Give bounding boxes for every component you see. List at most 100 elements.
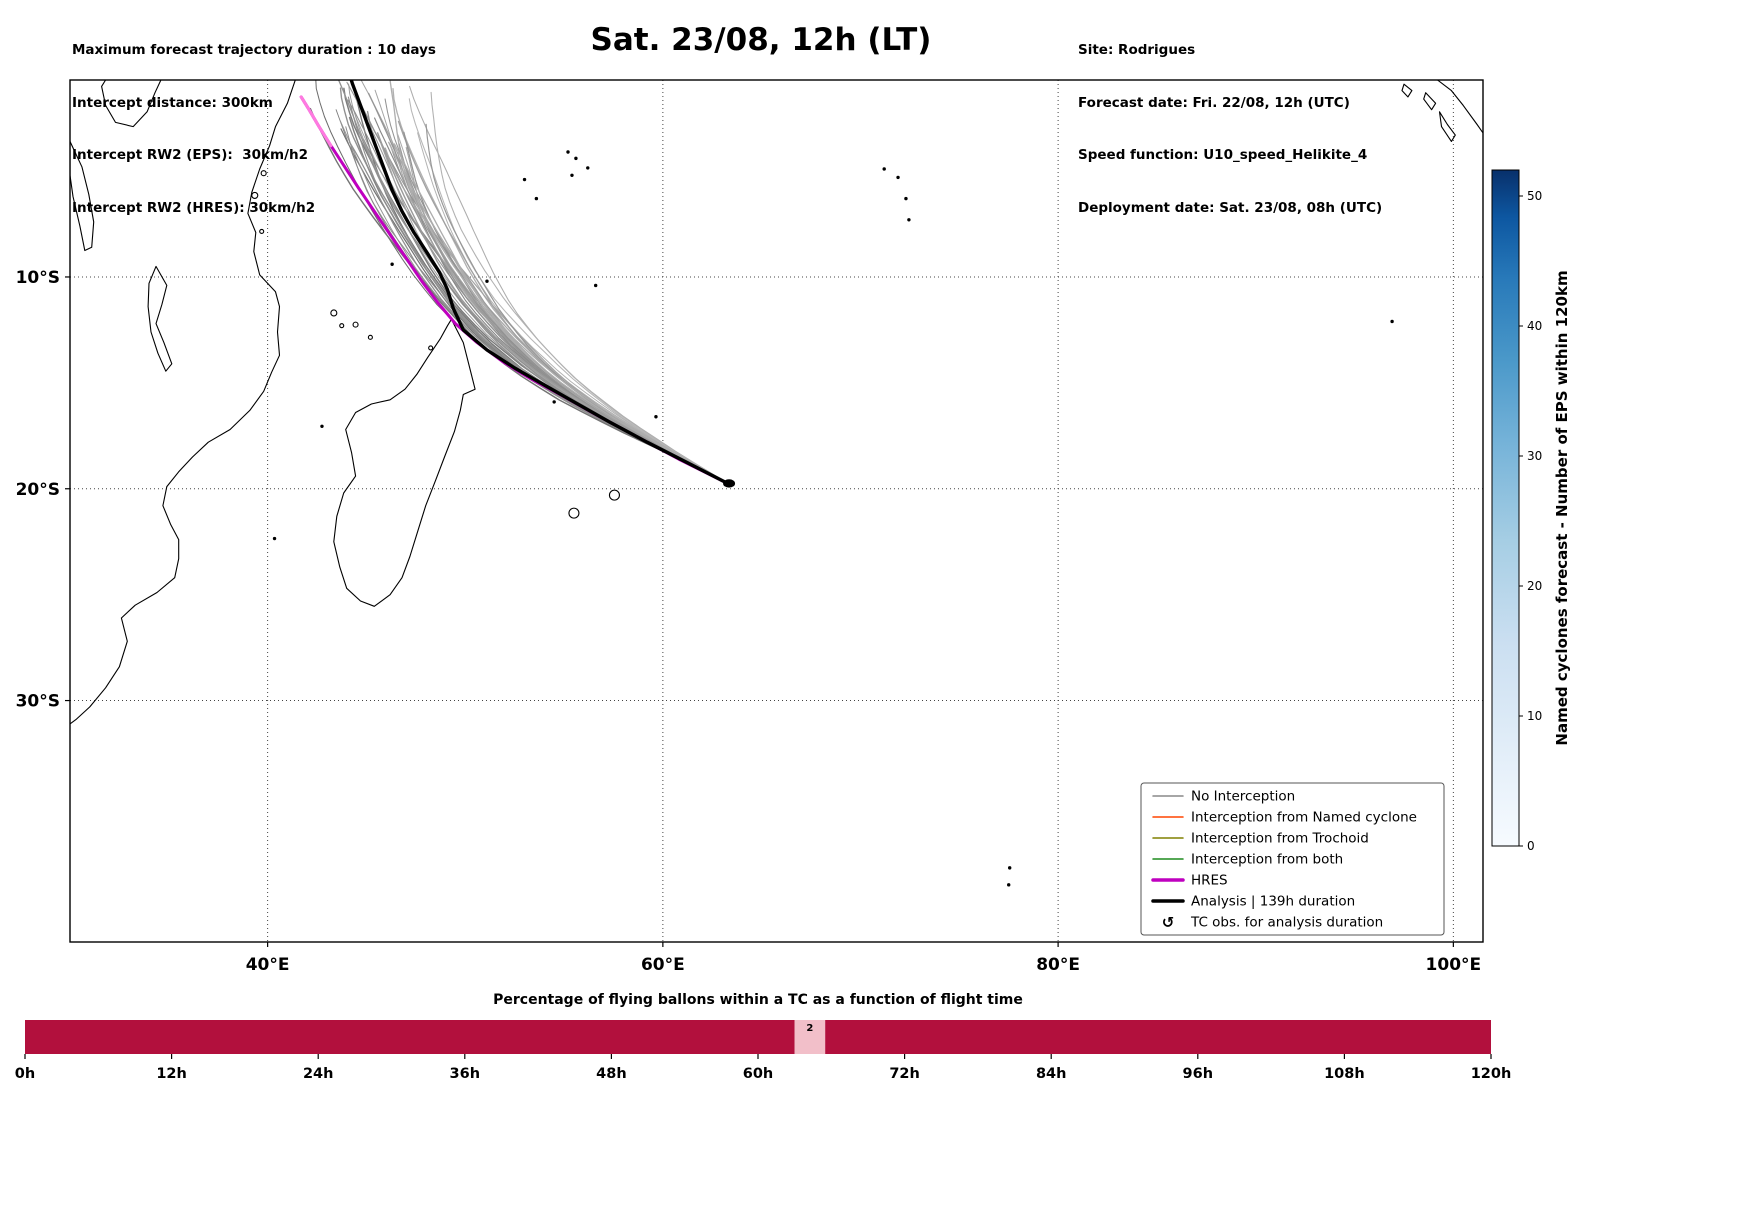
colorbar-tick-label: 20	[1527, 579, 1542, 593]
ensemble-trajectory	[376, 132, 730, 485]
island-dot	[1007, 883, 1011, 887]
bottom-tick-label: 96h	[1183, 1066, 1214, 1082]
colorbar-tick-label: 0	[1527, 839, 1535, 853]
ensemble-trajectory	[388, 141, 730, 485]
bottom-tick-label: 120h	[1471, 1066, 1512, 1082]
colorbar-tick-label: 40	[1527, 319, 1542, 333]
bottom-tick-label: 36h	[450, 1066, 481, 1082]
ensemble-trajectory	[430, 91, 730, 485]
page-title: Sat. 23/08, 12h (LT)	[590, 22, 932, 58]
x-tick-label: 80°E	[1036, 955, 1080, 975]
annotation-line: Deployment date: Sat. 23/08, 08h (UTC)	[1078, 199, 1383, 216]
bottom-tick-label: 12h	[156, 1066, 187, 1082]
island-outline	[367, 334, 373, 340]
island-dot	[534, 196, 539, 201]
map-gridlines: 40°E 60°E 80°E 100°E 10°S 20°S 30°S	[16, 80, 1483, 975]
island-dot	[485, 279, 489, 283]
annotation-line: Intercept RW2 (HRES): 30km/h2	[72, 199, 316, 216]
ensemble-trajectory	[384, 98, 730, 485]
island-dot	[896, 175, 900, 180]
small-island-outline	[1423, 92, 1437, 111]
island-dot	[320, 424, 324, 428]
island-dot	[904, 196, 908, 201]
main-trajectories	[299, 80, 736, 488]
x-tick-label: 100°E	[1426, 955, 1482, 975]
bar-segment	[25, 1020, 795, 1054]
sumatra-coastline	[1437, 80, 1483, 134]
island-dot	[1007, 866, 1012, 870]
colorbar-tick-label: 30	[1527, 449, 1542, 463]
y-tick-label: 30°S	[16, 692, 60, 712]
ensemble-trajectory	[389, 80, 730, 485]
bottom-chart-title: Percentage of flying ballons within a TC…	[493, 992, 1023, 1008]
island-dot	[586, 166, 590, 170]
legend-label: Interception from Trochoid	[1191, 831, 1369, 847]
ensemble-trajectory	[309, 107, 730, 485]
island-outline	[251, 191, 259, 199]
annotation-line: Intercept distance: 300km	[72, 94, 273, 111]
y-tick-label: 20°S	[16, 480, 60, 500]
colorbar-tick-label: 50	[1527, 189, 1542, 203]
annotation-line: Speed function: U10_speed_Helikite_4	[1078, 147, 1368, 163]
ensemble-trajectory	[409, 85, 730, 485]
island-dot	[882, 167, 886, 171]
colorbar-label: Named cyclones forecast - Number of EPS …	[1553, 270, 1571, 745]
island-dot	[907, 218, 911, 222]
island-outline	[260, 170, 267, 177]
bottom-tick-label: 84h	[1036, 1066, 1067, 1082]
ensemble-trajectory	[384, 147, 730, 485]
tc-observation-marker	[723, 479, 736, 488]
island-outline	[259, 228, 265, 234]
site-info-block: Site: Rodrigues Forecast date: Fri. 22/0…	[1078, 7, 1382, 252]
ensemble-trajectory	[408, 98, 730, 485]
bottom-bar-chart: 2 0h 12h 24h 36h 48h 60h 72h 84h 96h 108h 120h	[15, 1020, 1512, 1082]
lake-malawi	[147, 265, 173, 372]
bottom-tick-label: 72h	[889, 1066, 920, 1082]
bottom-tick-label: 108h	[1324, 1066, 1365, 1082]
island-dot	[654, 415, 658, 419]
legend-label: Interception from both	[1191, 852, 1343, 868]
x-tick-label: 60°E	[641, 955, 685, 975]
colorbar: 0 10 20 30 40 50	[1491, 169, 1542, 853]
lake-tanganyika	[70, 140, 95, 252]
legend-label: No Interception	[1191, 789, 1295, 805]
map-coastlines	[70, 80, 1483, 887]
legend-box	[1140, 782, 1445, 936]
y-tick-label: 10°S	[16, 268, 60, 288]
bottom-tick-label: 0h	[15, 1066, 35, 1082]
tc-obs-symbol-icon: ↺	[1162, 914, 1175, 932]
hres-trajectory-tip	[299, 95, 333, 148]
legend-label: Analysis | 139h duration	[1191, 894, 1355, 910]
ensemble-trajectory	[417, 132, 730, 485]
annotation-line: Intercept RW2 (EPS): 30km/h2	[72, 147, 308, 163]
island-outline	[568, 507, 580, 519]
legend-label: HRES	[1191, 873, 1228, 889]
island-outline	[330, 309, 338, 317]
map-frame	[69, 79, 1484, 943]
annotation-line: Maximum forecast trajectory duration : 1…	[72, 42, 436, 58]
legend-label: Interception from Named cyclone	[1191, 810, 1417, 826]
island-dot	[272, 536, 277, 541]
island-dot	[390, 262, 394, 266]
small-island-outline	[1401, 83, 1413, 98]
bottom-tick-label: 24h	[303, 1066, 334, 1082]
island-dot	[552, 400, 556, 404]
island-outline	[608, 489, 620, 501]
island-dot	[566, 150, 570, 154]
island-dot	[522, 177, 527, 182]
island-outline	[339, 323, 345, 329]
madagascar-coastline	[333, 318, 476, 607]
bottom-tick-label: 60h	[743, 1066, 774, 1082]
x-tick-label: 40°E	[246, 955, 290, 975]
ensemble-trajectory	[393, 143, 730, 485]
island-outline	[352, 321, 359, 328]
island-outline	[428, 345, 434, 351]
colorbar-gradient	[1491, 169, 1520, 847]
ensemble-trajectory	[397, 151, 730, 485]
map-legend: No Interception Interception from Named c…	[1140, 782, 1445, 936]
annotation-line: Forecast date: Fri. 22/08, 12h (UTC)	[1078, 94, 1350, 111]
legend-label: TC obs. for analysis duration	[1190, 915, 1383, 931]
island-dot	[593, 283, 598, 288]
